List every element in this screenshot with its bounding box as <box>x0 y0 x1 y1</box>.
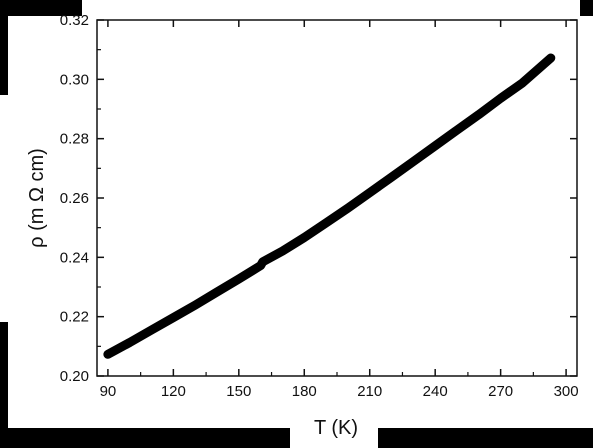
x-tick-label: 150 <box>226 383 251 400</box>
y-tick-label: 0.32 <box>60 12 89 29</box>
y-tick-label: 0.20 <box>60 368 89 385</box>
x-tick-labels: 90 120 150 180 210 240 270 300 <box>100 383 579 400</box>
scan-border-bottom-right <box>378 428 593 448</box>
y-tick-labels: 0.20 0.22 0.24 0.26 0.28 0.30 0.32 <box>60 12 89 385</box>
series-line <box>103 53 556 359</box>
y-tick-label: 0.28 <box>60 131 89 148</box>
axis-ticks <box>97 19 577 377</box>
scan-border-bottom-left <box>0 428 290 448</box>
x-tick-label: 300 <box>554 383 579 400</box>
scan-border-top-right <box>580 0 593 16</box>
x-tick-label: 180 <box>292 383 317 400</box>
scan-border-left-top <box>0 0 8 95</box>
x-tick-label: 210 <box>357 383 382 400</box>
x-tick-label: 240 <box>423 383 448 400</box>
x-tick-label: 90 <box>100 383 117 400</box>
y-tick-label: 0.24 <box>60 249 89 266</box>
y-axis-title: ρ (m Ω cm) <box>26 148 48 248</box>
scan-border-left-bottom <box>0 322 8 448</box>
y-tick-label: 0.26 <box>60 190 89 207</box>
x-axis-title: T (K) <box>314 417 358 439</box>
y-tick-label: 0.22 <box>60 309 89 326</box>
x-tick-label: 270 <box>488 383 513 400</box>
scan-border-top-left <box>0 0 82 16</box>
y-tick-label: 0.30 <box>60 71 89 88</box>
x-tick-label: 120 <box>161 383 186 400</box>
